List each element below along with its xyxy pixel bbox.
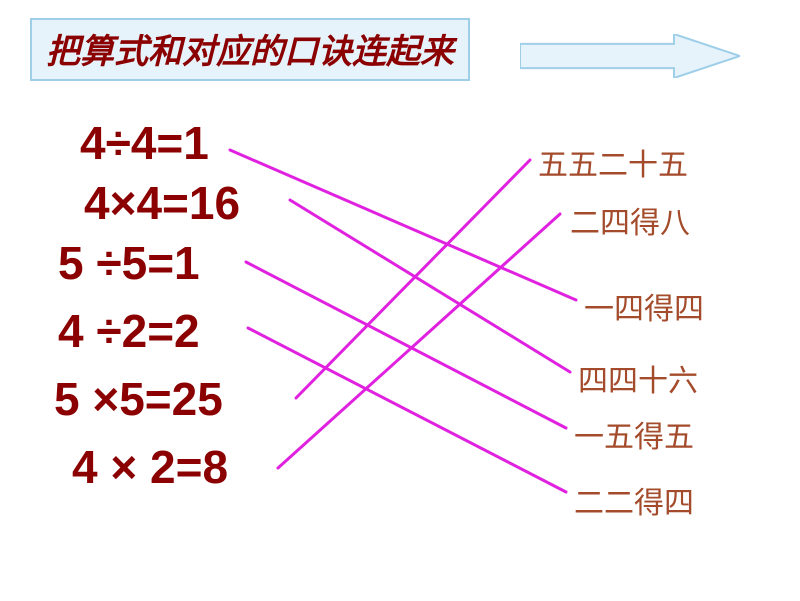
title-text: 把算式和对应的口诀连起来 [46,33,454,71]
equation-3: 4 ÷2=2 [58,304,200,358]
equation-5: 4 × 2=8 [72,440,228,494]
equation-0: 4÷4=1 [80,116,209,170]
rhyme-2: 一四得四 [584,284,704,328]
equation-2: 5 ÷5=1 [58,236,200,290]
equation-1: 4×4=16 [84,176,240,230]
rhyme-5: 二二得四 [574,478,694,522]
arrow-icon [520,34,740,78]
rhyme-4: 一五得五 [574,412,694,456]
stage: { "canvas": { "width": 800, "height": 60… [0,0,800,601]
rhyme-3: 四四十六 [578,356,698,400]
equation-4: 5 ×5=25 [54,372,223,426]
title-banner: 把算式和对应的口诀连起来 [30,18,470,81]
rhyme-1: 二四得八 [570,198,690,242]
rhyme-0: 五五二十五 [538,140,688,184]
